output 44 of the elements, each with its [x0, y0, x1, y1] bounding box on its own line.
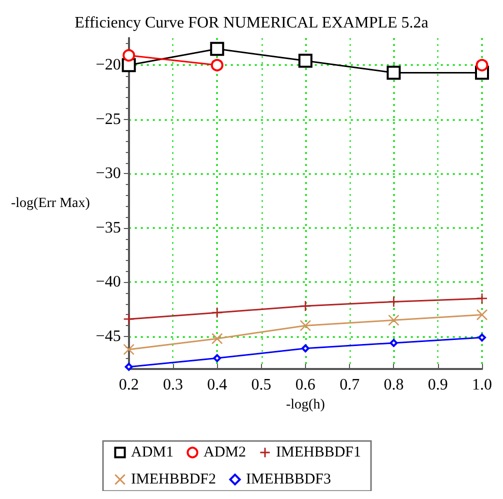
point	[476, 292, 488, 304]
point	[210, 42, 224, 56]
legend-label: ADM1	[131, 444, 174, 460]
x-tick-label: 1.0	[472, 376, 492, 394]
legend-label: ADM2	[204, 444, 246, 460]
y-axis-title: -log(Err Max)	[10, 196, 90, 211]
point	[300, 320, 312, 332]
y-tick-label: −30	[96, 165, 121, 182]
point	[476, 58, 488, 72]
y-tick-label: −35	[96, 219, 121, 236]
point	[213, 354, 222, 362]
point	[388, 296, 400, 308]
x-tick-label: 0.8	[384, 376, 404, 394]
x-tick-label: 0.2	[118, 376, 139, 394]
legend-label: IMEHBBDF1	[276, 444, 362, 460]
x-tick-label: 0.5	[251, 376, 272, 394]
point	[298, 54, 312, 68]
legend-label: IMEHBBDF2	[131, 472, 216, 488]
y-tick-label: −25	[96, 110, 121, 128]
point	[124, 362, 133, 371]
point	[386, 66, 401, 80]
point	[388, 314, 400, 326]
x-axis-title: -log(h)	[286, 397, 326, 412]
y-tick-label: −45	[96, 328, 121, 345]
chart-title: Efficiency Curve FOR NUMERICAL EXAMPLE 5.2a	[74, 14, 428, 32]
point	[122, 49, 136, 62]
y-tick-label: −20	[96, 56, 121, 74]
point	[476, 309, 488, 320]
point	[123, 313, 134, 325]
x-tick-label: 0.9	[428, 376, 448, 394]
x-tick-label: 0.3	[162, 376, 183, 394]
point	[211, 332, 223, 344]
y-tick-label: −40	[96, 274, 121, 291]
point	[390, 338, 398, 347]
x-tick-label: 0.7	[340, 376, 360, 394]
point	[478, 334, 486, 342]
x-tick-label: 0.4	[207, 376, 228, 394]
x-tick-label: 0.6	[295, 376, 316, 394]
point	[211, 306, 223, 318]
point	[123, 344, 134, 356]
point	[301, 344, 310, 352]
point	[210, 58, 224, 72]
point	[300, 300, 312, 312]
legend-label: IMEHBBDF3	[246, 472, 332, 488]
